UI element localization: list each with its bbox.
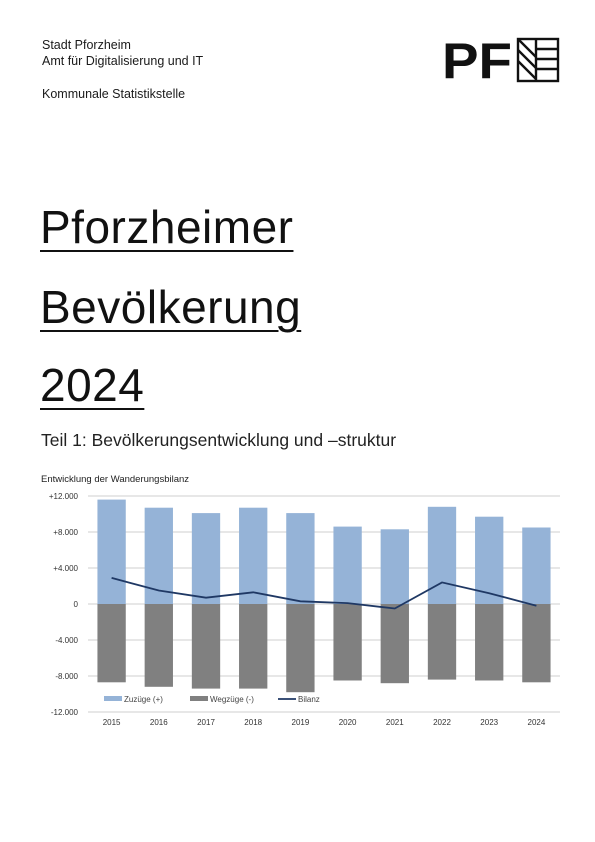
y-tick-label: -8.000	[55, 672, 78, 681]
title-line-2: Bevölkerung	[40, 281, 302, 333]
bar-zuzuege	[191, 513, 221, 604]
x-tick-label: 2022	[433, 718, 451, 727]
legend-label-bilanz: Bilanz	[298, 695, 320, 704]
chart-legend: Zuzüge (+) Wegzüge (-) Bilanz	[104, 695, 320, 704]
bar-zuzuege	[144, 507, 173, 604]
y-axis: +12.000 +8.000 +4.000 0 -4.000 -8.000 -12.000	[49, 492, 79, 717]
chart-line	[111, 577, 537, 610]
chart-title: Entwicklung der Wanderungsbilanz	[41, 474, 190, 485]
legend-label-wegzuege: Wegzüge (-)	[210, 695, 254, 704]
x-tick-label: 2023	[480, 718, 498, 727]
x-tick-label: 2020	[339, 718, 357, 727]
org-unit: Kommunale Statistikstelle	[42, 87, 186, 101]
bar-zuzuege	[97, 499, 126, 604]
bilanz-line	[111, 577, 537, 610]
bar-zuzuege	[522, 527, 551, 604]
x-tick-label: 2016	[150, 718, 168, 727]
bar-zuzuege	[239, 507, 268, 604]
x-tick-label: 2015	[103, 718, 121, 727]
bar-zuzuege	[380, 529, 409, 604]
x-tick-label: 2018	[244, 718, 262, 727]
chart-bars	[97, 499, 551, 693]
bar-wegzuege	[97, 604, 126, 683]
subtitle: Teil 1: Bevölkerungsentwicklung und –str…	[41, 430, 397, 450]
y-tick-label: +4.000	[53, 564, 78, 573]
y-tick-label: -12.000	[51, 708, 79, 717]
title-line-3: 2024	[40, 359, 145, 411]
bar-wegzuege	[427, 604, 457, 680]
bar-wegzuege	[475, 604, 504, 681]
legend-swatch-zuzuege	[104, 696, 122, 701]
legend-label-zuzuege: Zuzüge (+)	[124, 695, 163, 704]
x-tick-label: 2017	[197, 718, 215, 727]
migration-chart: +12.000+8.000+4.0000-4.000-8.000-12.000 …	[49, 492, 560, 727]
legend-swatch-wegzuege	[190, 696, 208, 701]
bar-wegzuege	[380, 604, 409, 684]
x-tick-label: 2021	[386, 718, 404, 727]
x-tick-label: 2024	[528, 718, 546, 727]
bar-wegzuege	[333, 604, 362, 681]
bar-wegzuege	[522, 604, 551, 683]
pf-logo: PF	[442, 37, 560, 83]
bar-zuzuege	[427, 506, 457, 604]
bar-wegzuege	[239, 604, 268, 689]
pf-pattern-icon	[516, 37, 560, 83]
bar-zuzuege	[475, 516, 504, 604]
bar-wegzuege	[144, 604, 173, 687]
title-line-1: Pforzheimer	[40, 201, 294, 253]
bar-zuzuege	[286, 513, 315, 604]
bar-wegzuege	[286, 604, 315, 693]
bar-wegzuege	[191, 604, 221, 689]
bar-zuzuege	[333, 526, 362, 604]
y-tick-label: +8.000	[53, 528, 78, 537]
org-department: Amt für Digitalisierung und IT	[42, 54, 204, 68]
y-tick-label: -4.000	[55, 636, 78, 645]
logo-text: PF	[442, 37, 512, 83]
x-tick-label: 2019	[292, 718, 310, 727]
x-axis: 2015 2016 2017 2018 2019 2020 2021 2022 2023 2024	[103, 718, 546, 727]
y-tick-label: 0	[74, 600, 79, 609]
y-tick-label: +12.000	[49, 492, 79, 501]
org-name: Stadt Pforzheim	[42, 38, 131, 52]
